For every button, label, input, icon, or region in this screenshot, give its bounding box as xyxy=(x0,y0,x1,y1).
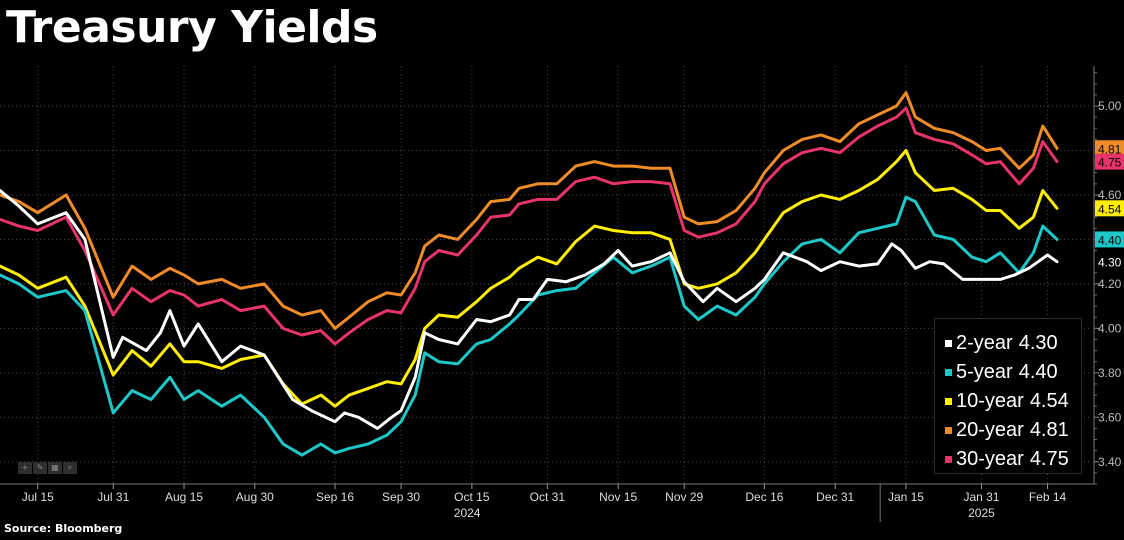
legend-item-10-year: 10-year 4.54 xyxy=(945,387,1081,416)
end-label-text: 4.40 xyxy=(1098,233,1122,247)
x-tick-label: Nov 15 xyxy=(599,490,637,504)
x-tick-label: Feb 14 xyxy=(1029,490,1067,504)
x-year-label: 2024 xyxy=(454,506,481,520)
x-tick-label: Sep 16 xyxy=(316,490,354,504)
legend-swatch xyxy=(945,369,952,376)
y-tick-label: 3.80 xyxy=(1098,366,1122,380)
gridlines xyxy=(0,66,1090,484)
x-tick-label: Aug 15 xyxy=(165,490,203,504)
series-line-10-year xyxy=(0,149,1059,408)
end-label-text: 4.30 xyxy=(1098,256,1122,270)
x-tick-label: Sep 30 xyxy=(382,490,420,504)
plus-icon[interactable]: + xyxy=(18,462,32,474)
x-year-label: 2025 xyxy=(968,506,995,520)
end-label-text: 4.54 xyxy=(1098,202,1122,216)
x-tick-label: Aug 30 xyxy=(236,490,274,504)
end-label-10-year: 4.54 xyxy=(1095,200,1124,217)
series-line-20-year xyxy=(0,91,1059,330)
end-label-20-year: 4.81 xyxy=(1095,140,1124,157)
pencil-icon[interactable]: ✎ xyxy=(33,462,47,474)
chart-toolbar: + ✎ ▦ ⌕ xyxy=(18,462,77,474)
x-tick-label: Dec 16 xyxy=(745,490,783,504)
legend-series-value: 4.30 xyxy=(1018,332,1058,354)
legend-swatch xyxy=(945,398,952,405)
end-value-labels: 4.30 4.40 4.54 4.814.75 xyxy=(1095,140,1124,270)
y-tick-label: 3.40 xyxy=(1098,455,1122,469)
legend-series-value: 4.75 xyxy=(1029,448,1069,470)
legend-item-30-year: 30-year 4.75 xyxy=(945,445,1081,474)
end-label-2-year: 4.30 xyxy=(1095,253,1124,270)
y-tick-label: 4.60 xyxy=(1098,188,1122,202)
x-tick-label: Jul 15 xyxy=(22,490,54,504)
legend-swatch xyxy=(945,456,952,463)
legend-series-name: 5-year xyxy=(956,361,1013,383)
legend-series-value: 4.40 xyxy=(1018,361,1058,383)
chart-legend: 2-year 4.30 5-year 4.40 10-year 4.54 20-year 4.… xyxy=(934,318,1082,474)
chart-title: Treasury Yields xyxy=(6,2,378,53)
y-tick-label: 3.60 xyxy=(1098,410,1122,424)
end-label-text: 4.75 xyxy=(1098,156,1122,170)
source-note: Source: Bloomberg xyxy=(4,522,123,535)
end-label-30-year: 4.75 xyxy=(1095,153,1124,170)
y-tick-label: 4.20 xyxy=(1098,277,1122,291)
legend-item-5-year: 5-year 4.40 xyxy=(945,358,1081,387)
legend-series-name: 30-year xyxy=(956,448,1024,470)
series-line-30-year xyxy=(0,106,1059,346)
legend-series-value: 4.54 xyxy=(1029,390,1069,412)
x-tick-label: Dec 31 xyxy=(816,490,854,504)
y-tick-label: 4.00 xyxy=(1098,321,1122,335)
legend-swatch xyxy=(945,427,952,434)
x-tick-label: Jan 15 xyxy=(888,490,924,504)
legend-series-name: 10-year xyxy=(956,390,1024,412)
legend-swatch xyxy=(945,340,952,347)
grid-icon[interactable]: ▦ xyxy=(48,462,62,474)
legend-series-name: 20-year xyxy=(956,419,1024,441)
x-tick-label: Jul 31 xyxy=(97,490,129,504)
series-lines xyxy=(0,91,1059,457)
end-label-5-year: 4.40 xyxy=(1095,231,1124,248)
series-line-2-year xyxy=(0,189,1059,430)
legend-series-name: 2-year xyxy=(956,332,1013,354)
series-line-5-year xyxy=(0,195,1059,457)
legend-item-2-year: 2-year 4.30 xyxy=(945,329,1081,358)
end-label-text: 4.81 xyxy=(1098,142,1122,156)
x-tick-label: Oct 15 xyxy=(454,490,490,504)
x-tick-label: Oct 31 xyxy=(530,490,566,504)
legend-item-20-year: 20-year 4.81 xyxy=(945,416,1081,445)
x-tick-label: Jan 31 xyxy=(963,490,999,504)
line-chart: 3.403.603.804.004.204.404.604.805.00Jul … xyxy=(0,66,1124,522)
legend-series-value: 4.81 xyxy=(1029,419,1069,441)
y-tick-label: 5.00 xyxy=(1098,99,1122,113)
x-tick-label: Nov 29 xyxy=(665,490,703,504)
magnifier-icon[interactable]: ⌕ xyxy=(63,462,77,474)
